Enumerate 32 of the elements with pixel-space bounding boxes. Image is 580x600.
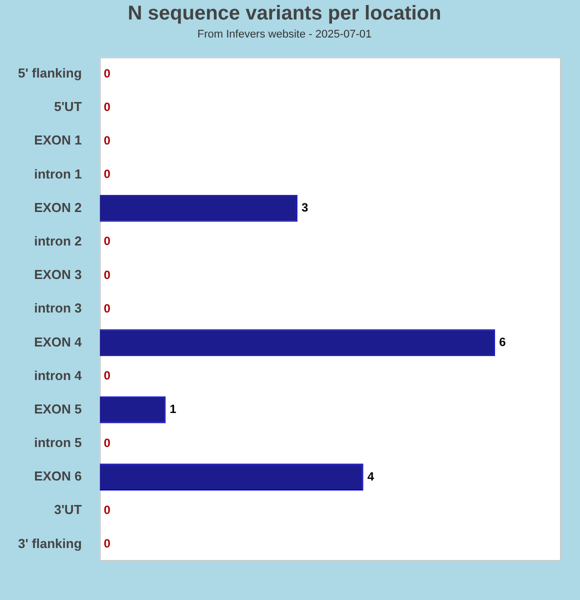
- y-tick-label: intron 4: [34, 368, 83, 383]
- y-tick-label: 3' flanking: [18, 536, 82, 551]
- y-tick-label: EXON 1: [34, 132, 82, 148]
- data-label: 0: [104, 234, 111, 248]
- y-tick-label: intron 1: [34, 166, 82, 182]
- data-label: 0: [104, 502, 111, 517]
- data-label: 6: [499, 335, 506, 349]
- y-tick-label: 3'UT: [54, 502, 82, 518]
- data-label: 1: [170, 402, 177, 416]
- data-label: 0: [104, 167, 111, 182]
- data-label: 0: [104, 301, 111, 316]
- chart-title: N sequence variants per location: [128, 2, 442, 25]
- data-label: 0: [104, 66, 111, 80]
- data-label: 3: [301, 200, 308, 215]
- data-label: 0: [104, 268, 111, 282]
- data-label: 0: [104, 133, 111, 148]
- chart-subtitle: From Infevers website - 2025-07-01: [197, 28, 372, 41]
- y-tick-label: intron 5: [34, 435, 82, 450]
- data-label: 4: [367, 469, 374, 484]
- data-label: 0: [104, 536, 111, 551]
- y-tick-label: intron 2: [34, 234, 82, 249]
- y-tick-label: 5' flanking: [18, 66, 82, 81]
- y-tick-label: 5'UT: [54, 99, 82, 114]
- data-label: 0: [104, 368, 111, 383]
- y-tick-label: intron 3: [34, 300, 82, 316]
- y-tick-label: EXON 2: [34, 200, 82, 215]
- data-label: 0: [104, 100, 111, 114]
- y-tick-label: EXON 5: [34, 401, 82, 416]
- y-tick-label: EXON 6: [34, 468, 82, 484]
- y-tick-label: EXON 3: [34, 267, 82, 282]
- y-tick-label: EXON 4: [34, 334, 83, 350]
- data-label: 0: [104, 436, 111, 450]
